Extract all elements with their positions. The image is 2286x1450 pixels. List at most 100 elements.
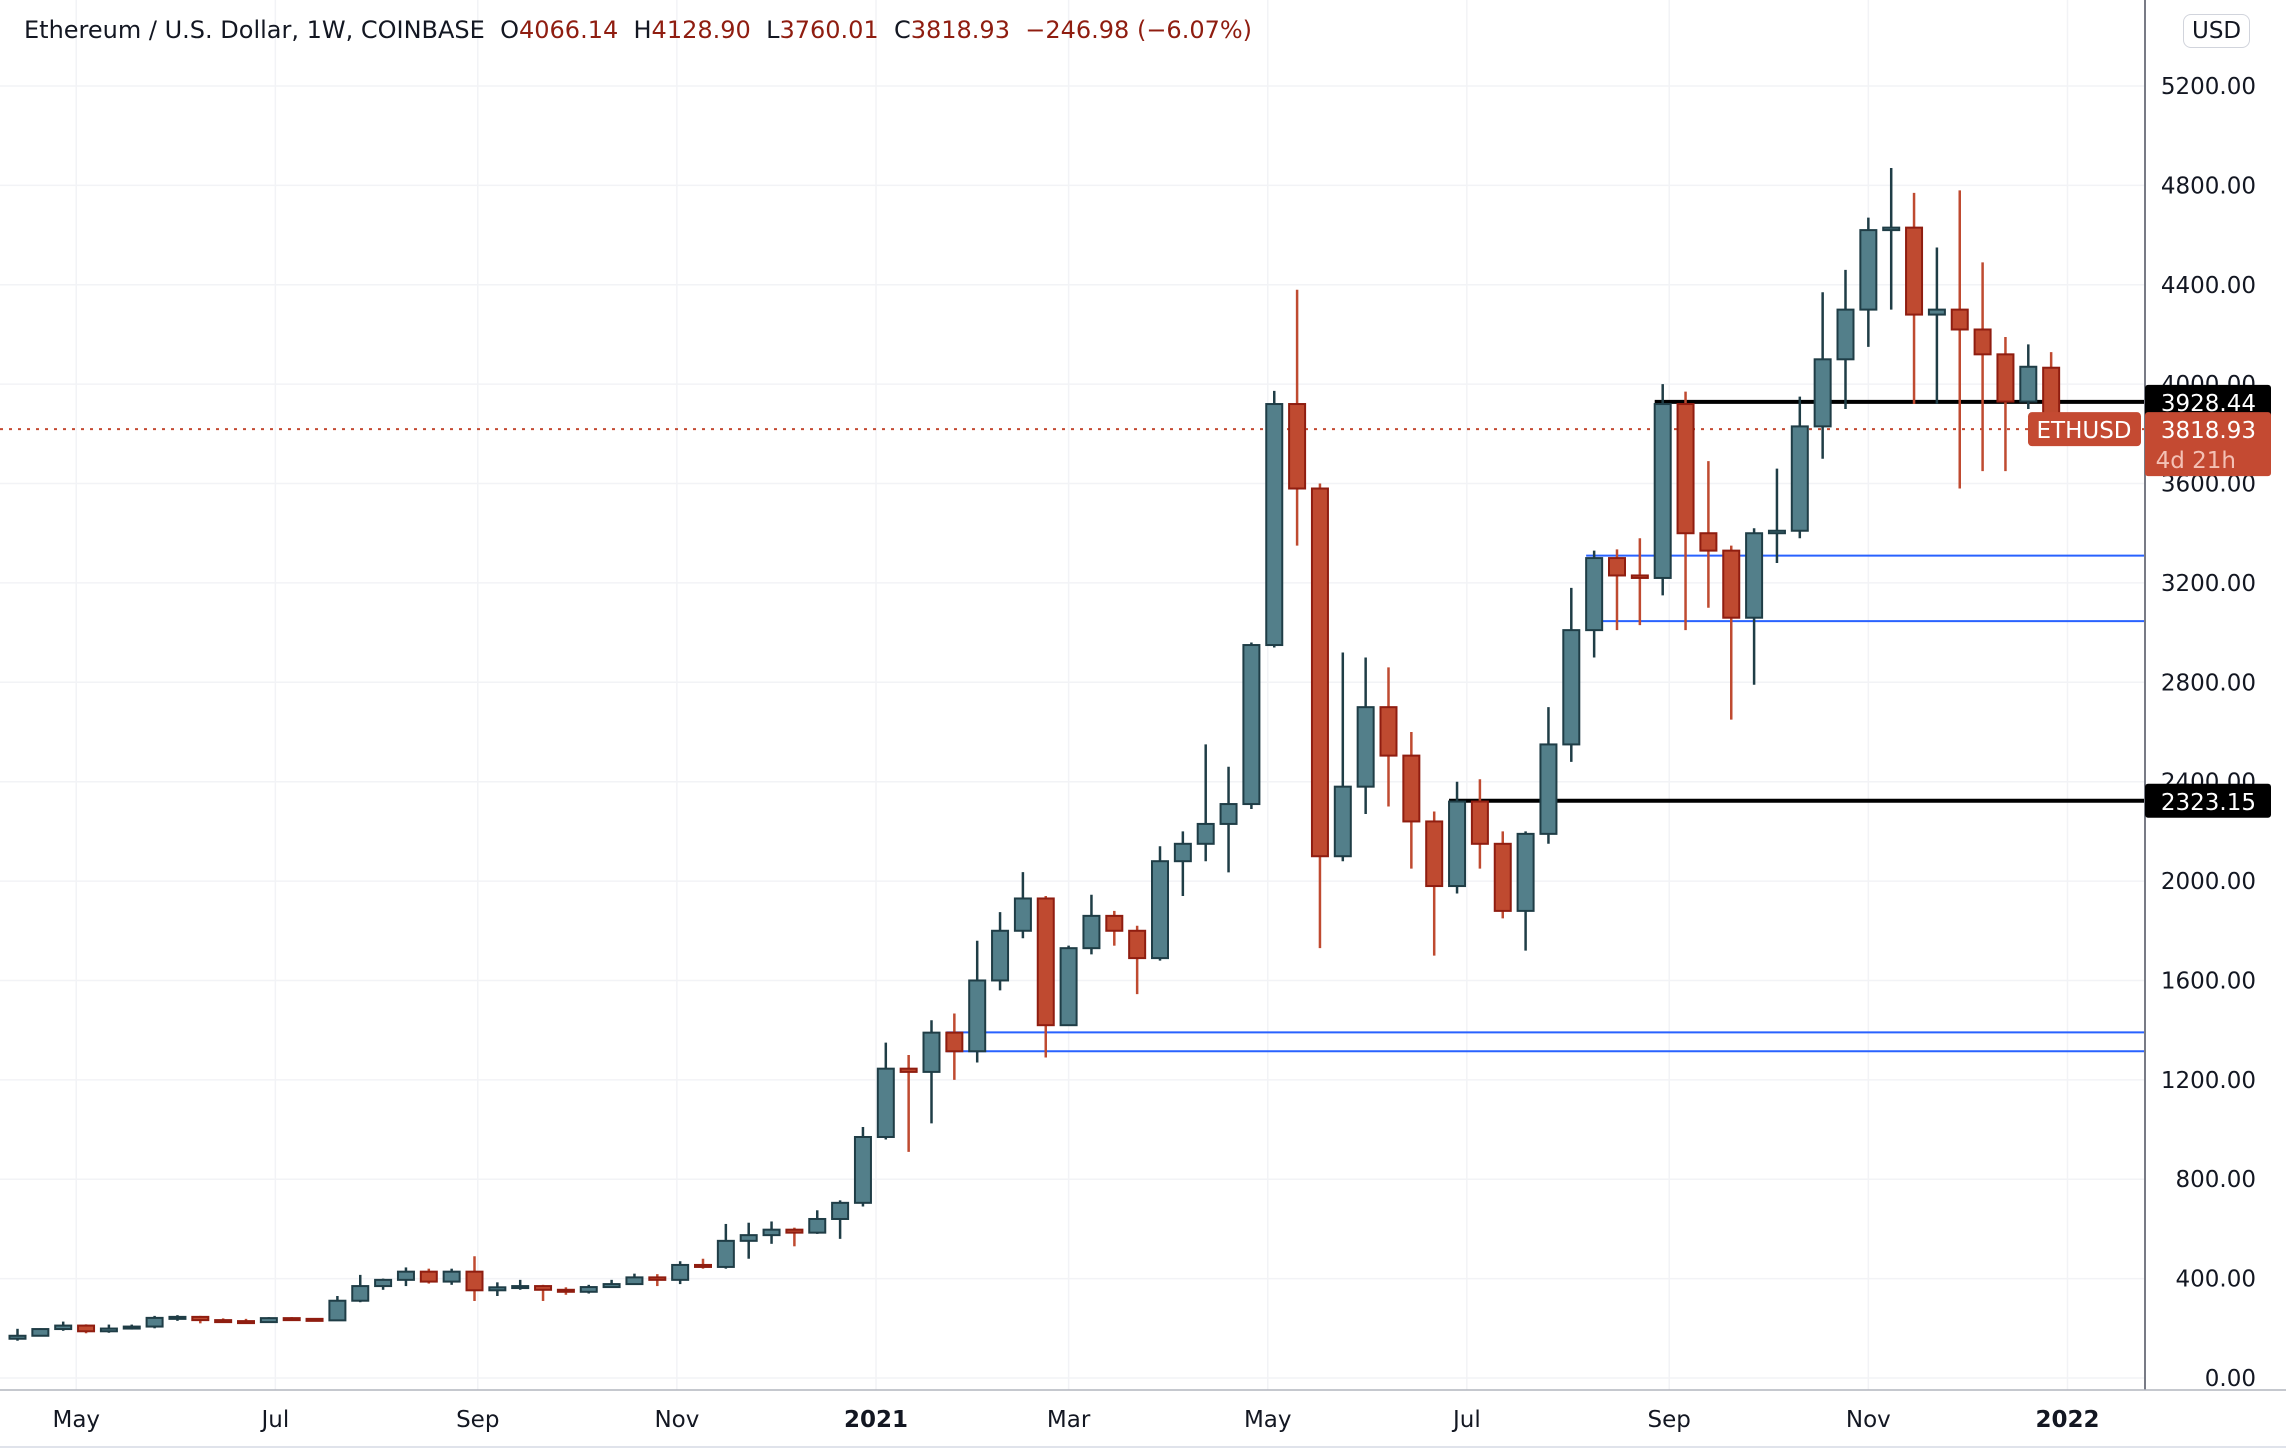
candle-up xyxy=(968,940,987,1063)
candle-body xyxy=(122,1325,141,1330)
candle-body xyxy=(99,1327,118,1333)
candle-down xyxy=(1470,779,1489,869)
y-tick-label: 1200.00 xyxy=(2161,1068,2256,1094)
x-tick-label: Mar xyxy=(1047,1407,1091,1433)
candle-body xyxy=(762,1228,781,1237)
x-tick-label: 2021 xyxy=(844,1407,908,1433)
candle-down xyxy=(694,1258,712,1269)
x-tick-label: May xyxy=(1244,1407,1292,1433)
candle-up xyxy=(1151,846,1169,961)
high-label: H xyxy=(633,16,652,44)
candle-body xyxy=(716,1239,735,1268)
candle-down xyxy=(1493,831,1512,919)
candle-up xyxy=(831,1200,850,1239)
candle-body xyxy=(1722,549,1741,619)
candle-up xyxy=(168,1315,187,1321)
candle-up xyxy=(808,1210,827,1234)
candle-up xyxy=(1333,652,1352,862)
candle-down xyxy=(465,1256,484,1301)
candle-body xyxy=(785,1228,804,1234)
candle-body xyxy=(1836,308,1855,361)
symbol-title: Ethereum / U.S. Dollar, 1W, COINBASE xyxy=(24,16,485,44)
candle-up xyxy=(991,912,1010,991)
candle-body xyxy=(1082,914,1101,950)
candle-up xyxy=(625,1273,644,1286)
candle-body xyxy=(488,1286,507,1292)
candle-up xyxy=(1242,642,1261,810)
candle-body xyxy=(396,1270,415,1281)
candle-body xyxy=(1539,743,1558,835)
candle-body xyxy=(1379,706,1398,757)
candle-body xyxy=(282,1317,301,1322)
candle-up xyxy=(739,1222,758,1259)
candle-up xyxy=(1196,744,1215,862)
change-value: −246.98 (−6.07%) xyxy=(1025,16,1253,44)
price-axis[interactable]: 0.00400.00800.001200.001600.002000.00240… xyxy=(2161,74,2256,1392)
candle-down xyxy=(1036,895,1055,1058)
candle-up xyxy=(8,1328,27,1341)
candle-down xyxy=(305,1317,324,1322)
candle-body xyxy=(1562,629,1581,746)
last-price-label: 3818.93 xyxy=(2161,418,2256,444)
candle-up xyxy=(488,1282,507,1297)
candle-body xyxy=(1790,425,1809,532)
candle-up xyxy=(1927,247,1946,405)
candle-up xyxy=(1173,831,1192,896)
y-tick-label: 4800.00 xyxy=(2161,173,2256,199)
candle-body xyxy=(739,1234,758,1242)
candle-body xyxy=(1242,644,1261,806)
candle-down xyxy=(1630,538,1649,626)
candle-up xyxy=(1013,872,1032,939)
hline-price-label: 2323.15 xyxy=(2161,790,2256,816)
candle-down xyxy=(282,1317,301,1322)
candle-body xyxy=(237,1320,255,1325)
grid xyxy=(0,0,2145,1390)
candle-body xyxy=(1927,308,1946,316)
candle-up xyxy=(1585,550,1604,658)
candle-up xyxy=(31,1328,50,1337)
candle-body xyxy=(534,1285,553,1291)
candle-up xyxy=(876,1042,895,1140)
candle-up xyxy=(99,1324,118,1333)
y-tick-label: 1600.00 xyxy=(2161,968,2256,994)
candle-down xyxy=(1105,910,1124,946)
currency-button[interactable]: USD xyxy=(2183,14,2251,48)
candle-body xyxy=(968,979,987,1053)
time-axis[interactable]: May Jul Sep Nov 2021 Mar May Jul Sep Nov 2022 xyxy=(52,1407,2099,1433)
candle-body xyxy=(1128,929,1147,960)
candle-body xyxy=(2019,365,2038,403)
candle-body xyxy=(945,1031,964,1053)
symbol-tag-bg xyxy=(2028,412,2141,447)
candle-up xyxy=(1059,945,1078,1027)
candle-up xyxy=(1516,831,1535,951)
candle-body xyxy=(1630,574,1649,579)
candle-body xyxy=(1973,328,1992,356)
candle-body xyxy=(1493,842,1512,912)
candle-up xyxy=(579,1284,598,1294)
candle-body xyxy=(77,1324,96,1333)
candle-body xyxy=(1813,358,1832,428)
candle-body xyxy=(1950,308,1969,331)
candle-up xyxy=(54,1321,73,1331)
candle-body xyxy=(305,1317,324,1322)
candle-body xyxy=(876,1067,895,1138)
candle-body xyxy=(442,1270,461,1283)
bar-countdown-label: 4d 21h xyxy=(2156,448,2236,474)
candle-body xyxy=(1310,487,1329,858)
candle-up xyxy=(1356,657,1375,814)
candle-body xyxy=(1608,557,1626,577)
candle-up xyxy=(602,1279,621,1289)
candle-up xyxy=(716,1223,735,1269)
y-tick-label: 800.00 xyxy=(2176,1167,2256,1193)
candle-body xyxy=(694,1263,712,1268)
candle-up xyxy=(1265,390,1284,648)
candle-body xyxy=(1996,353,2015,403)
candle-up xyxy=(1882,167,1901,310)
candle-body xyxy=(1767,529,1786,535)
high-value: 4128.90 xyxy=(651,16,751,44)
candle-up xyxy=(853,1127,872,1207)
candle-body xyxy=(1013,897,1032,932)
candle-body xyxy=(1516,832,1535,912)
candle-up xyxy=(1562,587,1581,762)
